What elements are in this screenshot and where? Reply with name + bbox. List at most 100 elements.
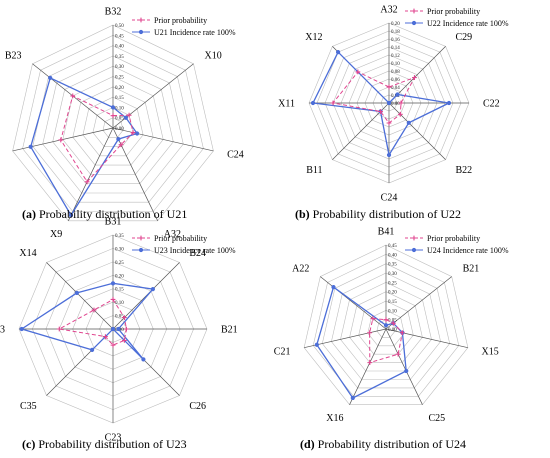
axis-spoke xyxy=(349,328,387,405)
point-prior xyxy=(355,69,361,75)
point-prior xyxy=(124,326,129,332)
point-incidence xyxy=(331,285,336,290)
panel-caption-text: Probability distribution of U22 xyxy=(310,207,461,221)
point-incidence xyxy=(110,281,116,286)
legend-marker xyxy=(411,247,417,253)
tick-label: 0.05 xyxy=(115,117,124,122)
point-prior xyxy=(91,307,97,313)
grid-ring xyxy=(303,244,469,406)
series-line-prior xyxy=(60,95,134,183)
category-label: X14 xyxy=(19,248,36,259)
category-label: B21 xyxy=(221,325,238,336)
category-label: X10 xyxy=(204,51,221,62)
point-incidence xyxy=(28,144,33,149)
category-label: C23 xyxy=(105,433,122,444)
point-incidence xyxy=(406,120,411,125)
point-prior xyxy=(399,330,405,336)
point-prior xyxy=(398,100,404,106)
panel-caption: (c) Probability distribution of U23 xyxy=(22,437,187,451)
tick-label: 0.18 xyxy=(391,30,400,35)
tick-label: 0.50 xyxy=(115,24,124,29)
panel-caption: (a) Probability distribution of U21 xyxy=(22,207,187,221)
legend-marker xyxy=(411,8,417,14)
radar-chart-3: 0.350.300.250.200.150.100.050.00B31B24B2… xyxy=(0,217,238,452)
point-incidence xyxy=(48,75,53,81)
tick-label: 0.30 xyxy=(388,272,397,277)
axis-spoke xyxy=(112,127,159,221)
axis-spoke xyxy=(46,262,114,330)
legend-label: Prior probability xyxy=(427,234,480,243)
category-label: A32 xyxy=(164,229,181,240)
category-label: C24 xyxy=(227,150,244,161)
legend-label: U24 Incidence rate 100% xyxy=(427,246,509,255)
legend: Prior probability U23 Incidence rate 100% xyxy=(132,234,236,255)
category-label: C22 xyxy=(483,99,500,110)
tick-label: 0.08 xyxy=(391,70,400,75)
tick-label: 0.25 xyxy=(115,76,124,81)
grid-ring xyxy=(82,96,144,157)
point-prior xyxy=(330,100,336,106)
grid-ring xyxy=(42,55,184,194)
point-prior xyxy=(395,351,401,357)
tick-label: 0.35 xyxy=(115,55,124,60)
point-incidence xyxy=(141,357,146,362)
category-label: B24 xyxy=(189,248,206,259)
tick-label: 0.45 xyxy=(388,244,397,249)
legend-label: Prior probability xyxy=(427,7,480,16)
point-incidence xyxy=(395,92,400,97)
point-prior xyxy=(367,360,373,366)
point-prior xyxy=(110,297,116,302)
legend-label: U23 Incidence rate 100% xyxy=(154,246,236,255)
tick-label: 0.15 xyxy=(115,288,124,293)
grid-ring xyxy=(52,65,174,184)
point-incidence xyxy=(123,115,128,120)
point-incidence xyxy=(150,287,155,292)
legend-marker xyxy=(138,17,144,23)
point-prior xyxy=(58,137,64,143)
grid-ring xyxy=(72,86,154,166)
tick-label: 0.10 xyxy=(391,62,400,67)
tick-label: 0.06 xyxy=(391,78,400,83)
tick-label: 0.45 xyxy=(115,34,124,39)
point-prior xyxy=(378,109,383,114)
point-prior xyxy=(84,179,90,185)
point-incidence xyxy=(110,105,116,110)
point-incidence xyxy=(335,49,341,55)
category-label: B31 xyxy=(105,217,122,228)
point-prior xyxy=(367,330,373,336)
legend: Prior probability U21 Incidence rate 100% xyxy=(132,16,236,37)
category-label: C26 xyxy=(189,401,206,412)
category-label: C25 xyxy=(429,413,446,424)
point-prior xyxy=(110,342,116,348)
category-label: C35 xyxy=(20,401,37,412)
point-incidence xyxy=(314,342,319,347)
point-incidence xyxy=(386,100,392,106)
point-incidence xyxy=(68,213,74,218)
tick-label: 0.25 xyxy=(115,261,124,266)
point-incidence xyxy=(350,395,355,401)
series-line-prior xyxy=(369,317,403,364)
point-incidence xyxy=(386,152,392,158)
category-label: X12 xyxy=(305,32,322,43)
grid-ring xyxy=(331,272,441,380)
tick-label: 0.20 xyxy=(388,291,397,296)
tick-label: 0.12 xyxy=(391,54,400,59)
category-label: C21 xyxy=(274,346,291,357)
category-label: B22 xyxy=(455,165,472,176)
tick-label: 0.35 xyxy=(388,263,397,268)
tick-label: 0.20 xyxy=(115,86,124,91)
tick-label: 0.10 xyxy=(388,309,397,314)
point-prior xyxy=(70,93,76,99)
tick-label: 0.00 xyxy=(391,102,400,107)
point-incidence xyxy=(90,347,95,352)
legend-marker xyxy=(138,29,144,35)
axis-spoke xyxy=(385,276,452,330)
point-prior xyxy=(118,142,124,148)
legend-label: U22 Incidence rate 100% xyxy=(427,19,509,28)
point-incidence xyxy=(116,326,121,332)
panel-caption-text: Probability distribution of U23 xyxy=(35,437,186,451)
point-incidence xyxy=(19,326,24,332)
category-label: B11 xyxy=(306,165,322,176)
axis-spoke xyxy=(388,102,446,160)
grid-ring xyxy=(32,45,194,203)
